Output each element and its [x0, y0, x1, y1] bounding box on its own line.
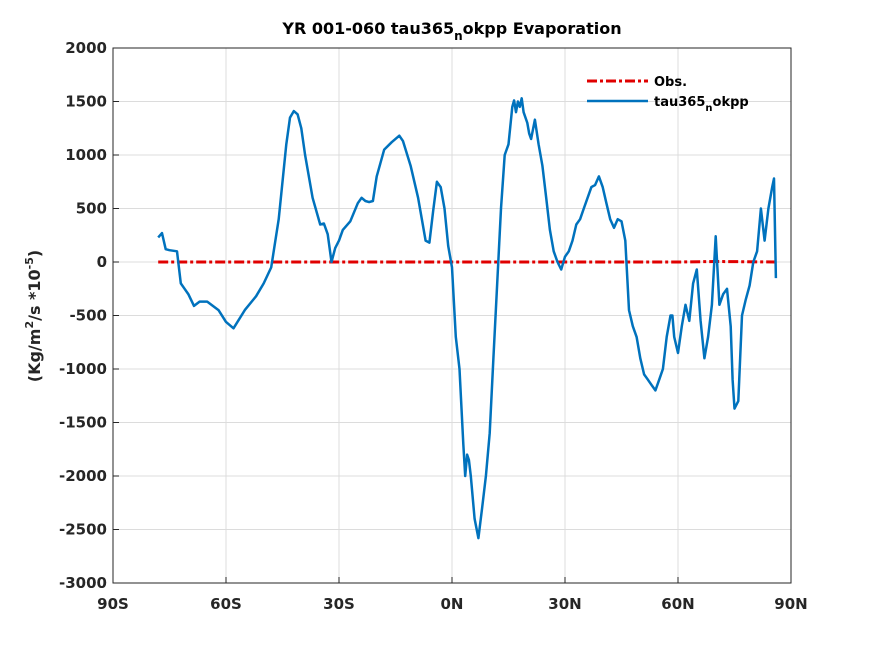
legend-label-post: okpp [713, 95, 749, 110]
x-tick-label: 60S [210, 595, 242, 613]
y-axis-label: (Kg/m2/s *10-5) [23, 250, 44, 382]
legend-label: tau365nokpp [654, 95, 749, 114]
y-tick-label: -3000 [59, 574, 107, 592]
series-line-tau365-nokpp [157, 97, 778, 540]
axis-ticks: 90S 60S 30S 0N 30N 60N 90N -3000 -2500 -2000 -1500… [59, 39, 808, 613]
y-tick-label: 1000 [65, 146, 107, 164]
y-tick-label: 0 [97, 253, 107, 271]
series-layer [157, 97, 778, 540]
chart-title: YR 001-060 tau365nokpp Evaporation [281, 19, 621, 43]
y-axis-label-a: (Kg/m [25, 329, 44, 383]
x-tick-label: 90S [97, 595, 129, 613]
y-tick-label: 1500 [65, 93, 107, 111]
chart-title-pre: YR 001-060 tau365 [281, 19, 454, 38]
y-tick-label: -1000 [59, 360, 107, 378]
x-tick-label: 60N [661, 595, 694, 613]
legend-label: Obs. [654, 75, 687, 90]
y-tick-label: -1500 [59, 414, 107, 432]
legend-label-sub: n [705, 103, 712, 114]
x-tick-label: 30N [548, 595, 581, 613]
y-axis-label-c: ) [25, 250, 44, 257]
chart-title-sub: n [454, 29, 463, 43]
x-tick-label: 0N [441, 595, 464, 613]
y-axis-label-b: /s *10 [25, 269, 44, 321]
legend-label-pre: Obs. [654, 75, 687, 90]
y-axis-label-sup2: -5 [23, 257, 36, 269]
chart-title-post: okpp Evaporation [463, 19, 622, 38]
y-tick-label: 500 [76, 200, 107, 218]
legend: Obs. tau365nokpp [587, 75, 749, 114]
y-tick-label: -2500 [59, 521, 107, 539]
y-axis-label-sup1: 2 [23, 321, 36, 329]
legend-label-pre: tau365 [654, 95, 705, 110]
y-tick-label: 2000 [65, 39, 107, 57]
series-line-obs [158, 260, 776, 264]
y-tick-label: -2000 [59, 467, 107, 485]
x-tick-label: 90N [774, 595, 807, 613]
x-tick-label: 30S [323, 595, 355, 613]
y-tick-label: -500 [69, 307, 107, 325]
